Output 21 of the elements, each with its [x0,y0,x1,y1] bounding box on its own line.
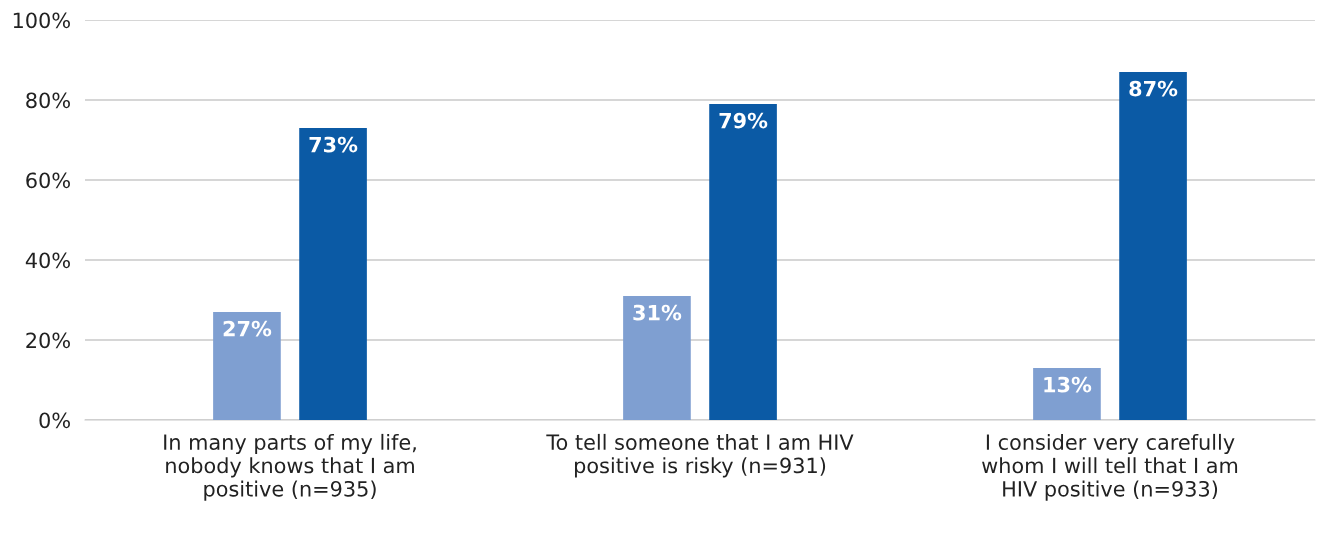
bar [1033,368,1101,420]
y-tick-label: 60% [26,172,70,189]
y-tick-label: 40% [25,252,70,269]
y-tick-label: 100% [13,12,70,29]
y-tick-label: 0% [39,412,70,429]
x-tick-label: In many parts of my life, nobody knows that I am positive (n=935) [164,433,416,501]
bar [213,312,281,420]
data-label: 73% [309,136,358,153]
bar [1119,72,1187,420]
data-label: 13% [1044,376,1092,393]
y-tick-label: 20% [26,332,70,349]
bar [299,128,367,420]
data-label: 27% [223,320,272,337]
bar [709,104,777,420]
y-tick-label: 80% [26,92,70,109]
data-label: 31% [633,304,682,321]
data-label: 87% [1129,80,1178,97]
x-tick-label: To tell someone that I am HIV positive is risky (n=931) [546,433,854,478]
bar [623,296,691,420]
x-tick-label: I consider very carefully whom I will tell that I am HIV positive (n=933) [982,433,1238,501]
data-label: 79% [719,112,768,129]
